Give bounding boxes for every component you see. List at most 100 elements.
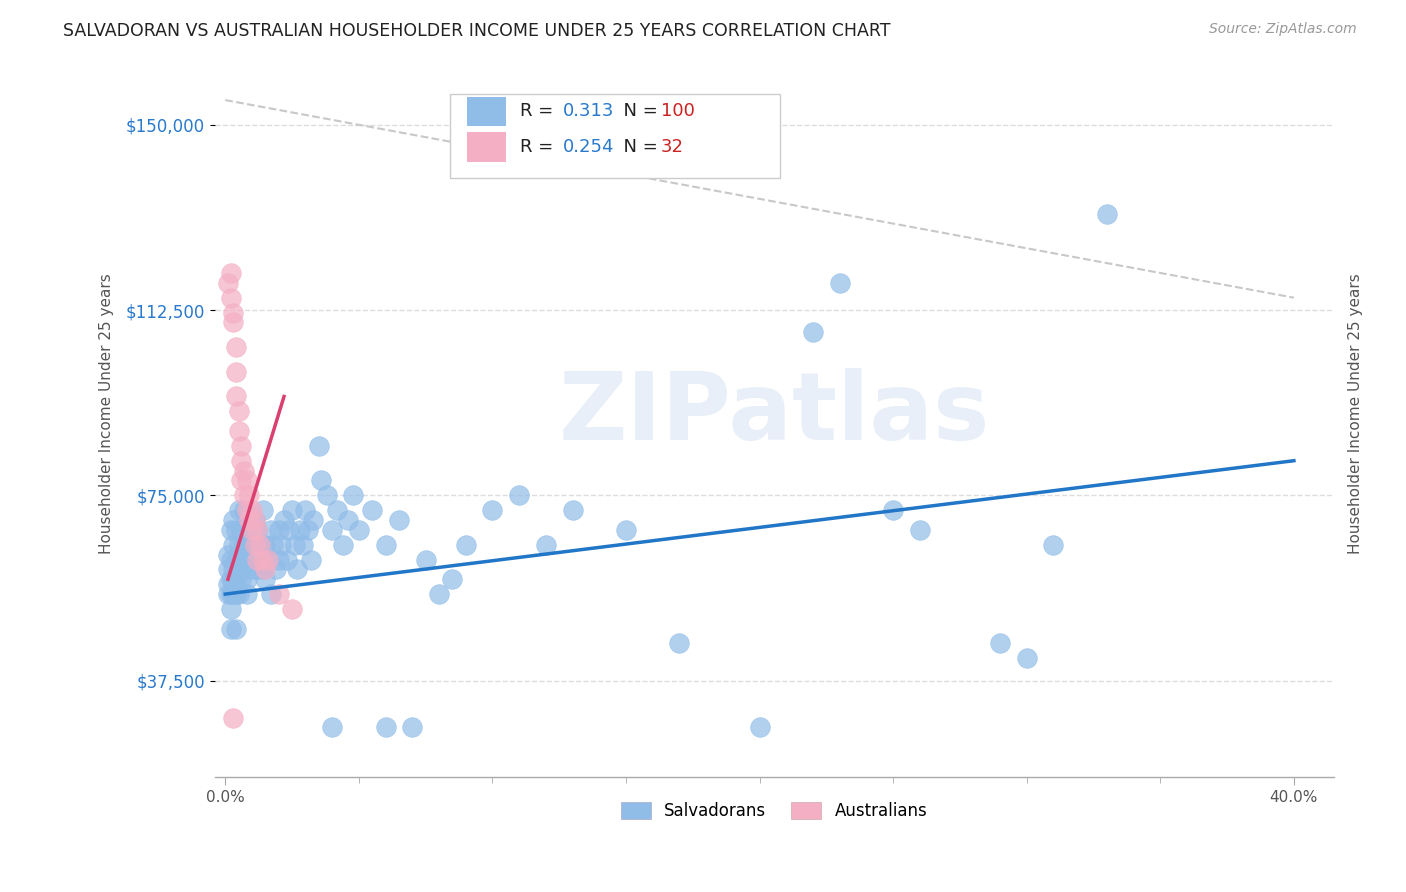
Point [217,562,239,576]
Point [225,523,247,537]
Point [260,523,283,537]
Point [225,622,247,636]
Point [281,602,304,616]
Point [1015,651,1038,665]
Text: 100: 100 [661,103,695,120]
Text: 0.254: 0.254 [562,138,614,156]
Point [415,552,437,566]
Point [228,587,250,601]
Point [1042,538,1064,552]
Point [217,276,239,290]
Point [264,562,287,576]
Point [748,721,770,735]
Point [257,552,280,566]
Point [308,439,330,453]
Point [267,552,290,566]
Point [219,602,242,616]
Text: ZIPatlas: ZIPatlas [558,368,990,459]
Point [614,523,637,537]
Point [240,503,263,517]
Point [273,513,295,527]
Point [217,548,239,562]
Point [231,572,253,586]
Point [332,538,354,552]
Point [288,523,311,537]
Point [262,538,284,552]
Point [374,721,396,735]
Point [321,721,343,735]
Text: 32: 32 [661,138,683,156]
Point [228,404,250,418]
Text: SALVADORAN VS AUSTRALIAN HOUSEHOLDER INCOME UNDER 25 YEARS CORRELATION CHART: SALVADORAN VS AUSTRALIAN HOUSEHOLDER INC… [63,22,891,40]
Point [252,552,274,566]
Point [243,538,266,552]
Point [246,523,269,537]
Point [374,538,396,552]
Point [246,523,269,537]
Point [801,325,824,339]
Point [561,503,583,517]
Point [481,503,503,517]
Point [882,503,904,517]
Point [219,587,242,601]
Point [347,523,370,537]
Point [361,503,384,517]
Text: N =: N = [612,138,664,156]
Point [249,538,271,552]
Text: Source: ZipAtlas.com: Source: ZipAtlas.com [1209,22,1357,37]
Point [254,538,277,552]
Point [299,552,322,566]
Point [243,552,266,566]
Point [217,587,239,601]
Point [278,523,301,537]
Point [219,572,242,586]
Point [222,710,245,724]
Text: 0.313: 0.313 [562,103,614,120]
Point [225,389,247,403]
Point [240,538,263,552]
Point [302,513,325,527]
Point [281,503,304,517]
Point [287,562,309,576]
Point [219,291,242,305]
Point [228,538,250,552]
Point [668,636,690,650]
Point [231,523,253,537]
Point [222,315,245,329]
Point [233,488,256,502]
Point [238,513,260,527]
Point [225,365,247,379]
Point [252,503,274,517]
Point [235,572,257,586]
Point [908,523,931,537]
Point [342,488,364,502]
Point [222,538,245,552]
Point [222,305,245,319]
Point [225,572,247,586]
Point [240,523,263,537]
Point [233,503,256,517]
Point [238,488,260,502]
Y-axis label: Householder Income Under 25 years: Householder Income Under 25 years [100,274,114,554]
Point [233,538,256,552]
Point [315,488,337,502]
Point [219,523,242,537]
Point [311,474,333,488]
Point [441,572,464,586]
Point [217,577,239,591]
Point [257,552,280,566]
Point [254,572,277,586]
Point [454,538,477,552]
Point [219,266,242,280]
Point [260,587,283,601]
Point [246,552,269,566]
Point [427,587,450,601]
Point [246,562,269,576]
Point [388,513,411,527]
Point [231,474,253,488]
Point [270,538,292,552]
Point [233,562,256,576]
Point [222,572,245,586]
Point [284,538,307,552]
Point [276,552,298,566]
